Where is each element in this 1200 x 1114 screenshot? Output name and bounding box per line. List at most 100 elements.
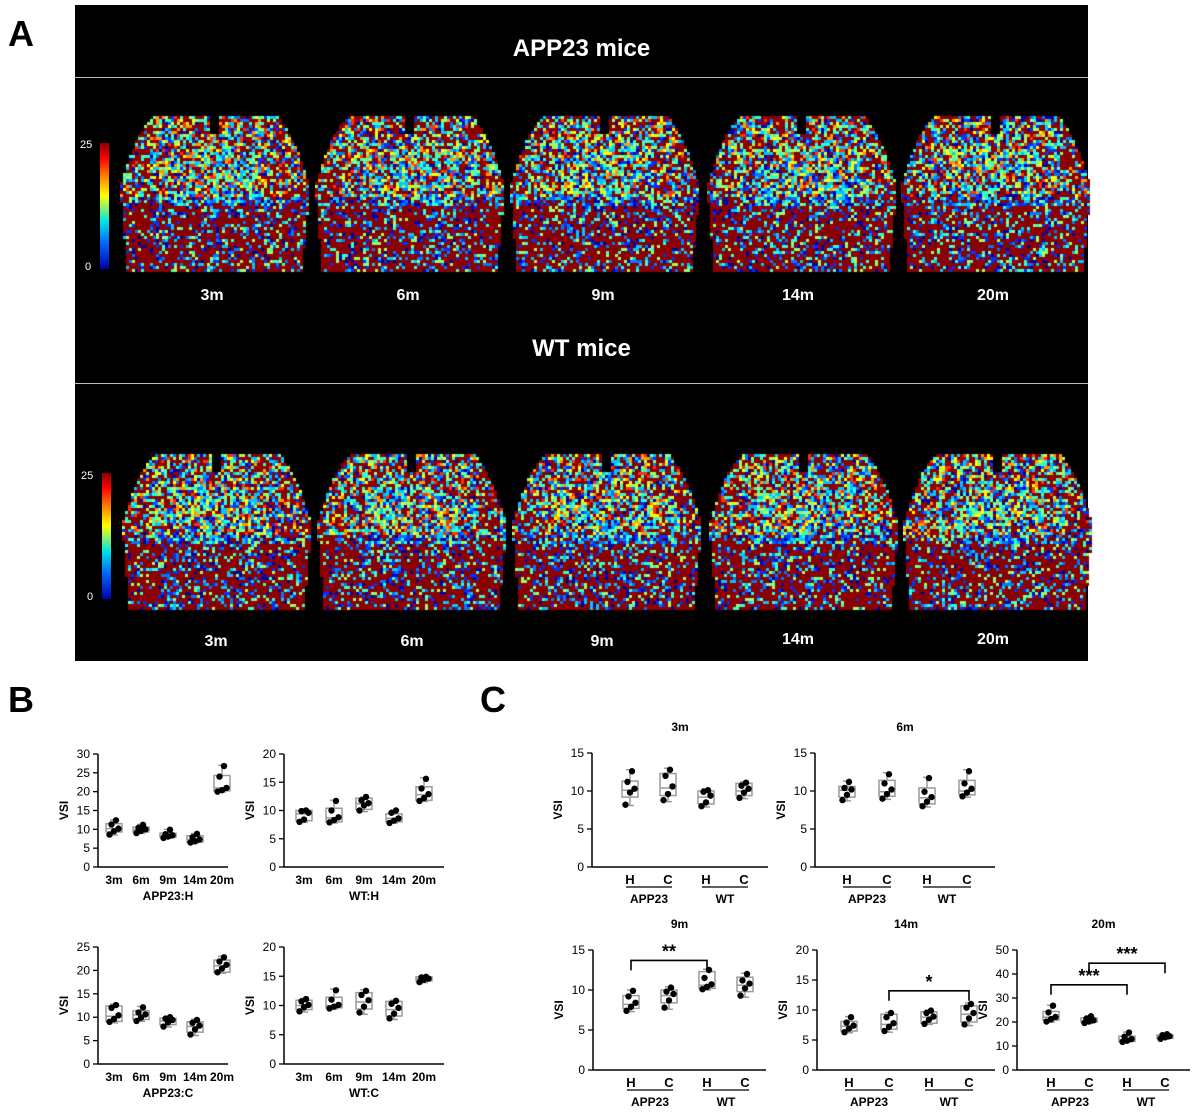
data-point xyxy=(881,780,888,787)
x-tick-label: H xyxy=(1046,1075,1055,1090)
y-tick-label: 0 xyxy=(269,860,276,874)
data-point xyxy=(135,1009,142,1016)
data-point xyxy=(664,790,672,798)
y-axis-label: VSI xyxy=(57,996,71,1015)
y-tick-label: 5 xyxy=(802,1033,809,1047)
x-tick-label: C xyxy=(740,1075,750,1090)
group-label: APP23 xyxy=(850,1095,888,1109)
data-point xyxy=(193,1016,201,1024)
group-label: APP23 xyxy=(631,1095,669,1109)
data-point xyxy=(745,785,752,792)
chart-c2: 0 5 10 15 VSI 6m H C H C APP23 WT xyxy=(774,720,995,906)
mri-panel: APP23 mice WT mice 25 0 25 0 3m 6m 9m 14… xyxy=(75,5,1093,661)
y-tick-label: 5 xyxy=(269,1028,276,1042)
data-point xyxy=(661,1004,668,1011)
data-point xyxy=(841,784,848,792)
data-point xyxy=(216,773,223,780)
data-point xyxy=(356,1009,363,1016)
data-point xyxy=(737,992,744,999)
x-axis-label: WT:H xyxy=(349,889,379,903)
age-label-wt-3m: 3m xyxy=(204,633,228,650)
data-point xyxy=(965,1015,973,1022)
data-point xyxy=(927,1007,935,1014)
y-tick-label: 5 xyxy=(269,832,276,846)
data-point xyxy=(214,969,221,976)
group-label: WT xyxy=(940,1095,959,1109)
data-point xyxy=(218,965,226,972)
colorbar-bottom xyxy=(102,473,111,599)
x-tick-label: 3m xyxy=(105,873,122,887)
data-point xyxy=(365,997,372,1004)
group-title-app23: APP23 mice xyxy=(512,35,651,62)
x-tick-label: 6m xyxy=(325,873,342,887)
data-point xyxy=(1125,1029,1133,1036)
data-point xyxy=(328,996,335,1003)
x-tick-label: 9m xyxy=(159,1070,176,1084)
colorbar-top-max: 25 xyxy=(80,139,93,151)
significance-bracket xyxy=(1050,983,1128,995)
divider-top xyxy=(75,77,1088,78)
data-point xyxy=(919,803,926,810)
data-point xyxy=(115,825,122,832)
data-point xyxy=(137,1014,145,1021)
y-axis-label: VSI xyxy=(551,800,565,819)
age-label-wt-9m: 9m xyxy=(590,633,614,650)
data-point xyxy=(623,1007,630,1014)
data-point xyxy=(335,1001,342,1009)
data-point xyxy=(1045,1009,1052,1016)
x-tick-label: 3m xyxy=(295,1070,312,1084)
data-point xyxy=(963,1004,970,1011)
y-tick-label: 20 xyxy=(77,785,91,799)
y-tick-label: 40 xyxy=(996,967,1010,981)
brain-map-wt-1 xyxy=(317,451,507,616)
y-tick-label: 10 xyxy=(263,804,277,818)
y-tick-label: 0 xyxy=(577,860,584,874)
data-point xyxy=(632,999,639,1006)
data-point xyxy=(704,787,712,794)
data-point xyxy=(666,766,674,773)
data-point xyxy=(139,821,147,829)
data-point xyxy=(928,793,935,801)
data-point xyxy=(223,961,230,968)
data-point xyxy=(885,1023,893,1030)
x-tick-label: 20m xyxy=(412,1070,436,1084)
data-point xyxy=(888,786,895,793)
data-point xyxy=(707,792,714,799)
data-point xyxy=(669,783,676,790)
y-tick-label: 25 xyxy=(77,766,91,780)
data-point xyxy=(305,1001,312,1009)
y-tick-label: 10 xyxy=(571,784,585,798)
data-point xyxy=(191,1026,199,1033)
x-tick-label: H xyxy=(844,1075,853,1090)
y-tick-label: 20 xyxy=(996,1015,1010,1029)
data-point xyxy=(302,995,310,1003)
x-axis-label: WT:C xyxy=(349,1086,379,1100)
x-axis-label: APP23:C xyxy=(143,1086,194,1100)
data-point xyxy=(328,807,335,814)
data-point xyxy=(887,1009,895,1017)
data-point xyxy=(736,794,743,802)
y-tick-label: 5 xyxy=(83,841,90,855)
data-point xyxy=(738,782,745,789)
data-point xyxy=(663,988,670,995)
data-point xyxy=(879,795,886,802)
data-point xyxy=(628,768,636,775)
x-tick-label: C xyxy=(962,872,972,887)
data-point xyxy=(166,826,174,833)
chart-b1: 0 5 10 15 20 25 30 VSI 3m 6m 9m 14m 20m APP23:H xyxy=(57,747,234,903)
data-point xyxy=(300,816,308,823)
data-point xyxy=(358,797,365,804)
data-point xyxy=(665,997,673,1004)
data-point xyxy=(422,973,430,981)
chart-b4: 0 5 10 15 20 VSI 3m 6m 9m 14m 20m WT:C xyxy=(243,940,444,1100)
data-point xyxy=(392,807,400,814)
y-tick-label: 10 xyxy=(996,1039,1010,1053)
colorbar-top-min: 0 xyxy=(85,261,92,273)
y-tick-label: 10 xyxy=(77,822,91,836)
data-point xyxy=(746,980,753,987)
data-point xyxy=(335,814,342,821)
data-point xyxy=(921,1020,928,1027)
y-tick-label: 10 xyxy=(796,1003,810,1017)
data-point xyxy=(358,991,365,999)
data-point xyxy=(965,768,973,775)
